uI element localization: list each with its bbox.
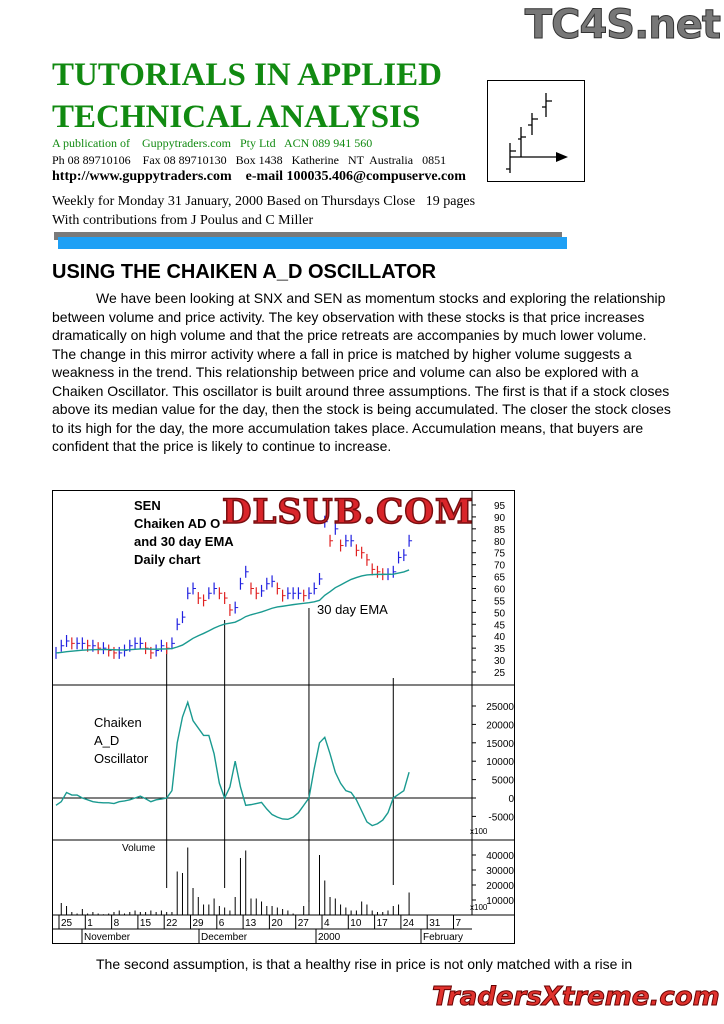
date-tick-label: 13: [245, 918, 257, 929]
price-tick-label: 30: [494, 656, 506, 667]
web-email-line[interactable]: http://www.guppytraders.com e-mail 10003…: [52, 169, 466, 184]
multiplier-label: x100: [470, 827, 488, 836]
publisher-line: A publication of Guppytraders.com Pty Lt…: [52, 136, 373, 150]
price-tick-label: 25: [494, 668, 506, 679]
contact-line: Ph 08 89710106 Fax 08 89710130 Box 1438 …: [52, 153, 447, 167]
divider-shadow: [54, 232, 562, 240]
date-tick-label: 10: [350, 918, 362, 929]
date-tick-label: 6: [219, 918, 225, 929]
month-label: November: [84, 932, 131, 943]
price-tick-label: 85: [494, 525, 506, 536]
date-tick-label: 24: [403, 918, 415, 929]
price-tick-label: 90: [494, 513, 506, 524]
oscillator-tick-label: 20000: [486, 720, 514, 731]
contributions-line: With contributions from J Poulus and C M…: [52, 213, 314, 228]
price-tick-label: 70: [494, 561, 506, 572]
chart-title-line: Daily chart: [134, 552, 201, 567]
step-chart-logo-icon: [506, 93, 568, 173]
ema-line: [55, 569, 410, 654]
oscillator-label-line: Oscillator: [94, 751, 149, 766]
date-tick-label: 25: [61, 918, 73, 929]
month-label: December: [201, 932, 248, 943]
ema-label: 30 day EMA: [317, 602, 388, 617]
oscillator-tick-label: 0: [508, 794, 514, 805]
oscillator-tick-label: 15000: [486, 739, 514, 750]
month-label: 2000: [318, 932, 341, 943]
price-tick-label: 80: [494, 537, 506, 548]
date-tick-label: 31: [429, 918, 441, 929]
price-tick-label: 75: [494, 549, 506, 560]
price-tick-label: 95: [494, 501, 506, 512]
oscillator-label-line: A_D: [94, 733, 119, 748]
article-heading: USING THE CHAIKEN A_D OSCILLATOR: [52, 261, 437, 283]
date-tick-label: 22: [166, 918, 178, 929]
volume-tick-label: 10000: [486, 896, 514, 907]
month-label: February: [423, 932, 463, 943]
oscillator-tick-label: -5000: [488, 812, 514, 823]
date-tick-label: 17: [377, 918, 389, 929]
oscillator-tick-label: 25000: [486, 702, 514, 713]
issue-line: Weekly for Monday 31 January, 2000 Based…: [52, 194, 476, 209]
price-tick-label: 35: [494, 644, 506, 655]
title-line-1: TUTORIALS IN APPLIED: [52, 57, 442, 93]
publication-title: TUTORIALS IN APPLIED TECHNICAL ANALYSIS: [52, 54, 442, 138]
volume-tick-label: 20000: [486, 881, 514, 892]
tc4s-watermark: TC4S.net: [524, 2, 721, 49]
date-tick-label: 15: [140, 918, 152, 929]
volume-label: Volume: [122, 843, 156, 854]
chart-frame: [52, 490, 515, 944]
multiplier-label: x100: [470, 903, 488, 912]
oscillator-tick-label: 5000: [492, 776, 515, 787]
article-paragraph-2: The second assumption, is that a healthy…: [96, 956, 633, 972]
dlsub-watermark: DLSUB.COM: [221, 491, 474, 533]
chart-title-line: Chaiken AD O: [134, 516, 220, 531]
date-tick-label: 7: [456, 918, 462, 929]
oscillator-label-line: Chaiken: [94, 715, 142, 730]
chart-title-line: and 30 day EMA: [134, 534, 234, 549]
date-tick-label: 27: [298, 918, 310, 929]
date-tick-label: 4: [324, 918, 330, 929]
chart-title-line: SEN: [134, 498, 161, 513]
date-tick-label: 20: [271, 918, 283, 929]
title-line-2: TECHNICAL ANALYSIS: [52, 99, 421, 135]
price-tick-label: 45: [494, 620, 506, 631]
date-tick-label: 29: [193, 918, 205, 929]
step-chart-logo: [487, 80, 585, 182]
price-tick-label: 65: [494, 573, 506, 584]
tradersxtreme-watermark: TradersXtreme.com: [432, 982, 721, 1013]
price-tick-label: 40: [494, 632, 506, 643]
oscillator-tick-label: 10000: [486, 757, 514, 768]
article-paragraph: We have been looking at SNX and SEN as m…: [52, 290, 671, 454]
price-tick-label: 60: [494, 584, 506, 595]
divider-bar: [58, 237, 567, 249]
volume-tick-label: 30000: [486, 866, 514, 877]
volume-tick-label: 40000: [486, 851, 514, 862]
sen-chart: 9590858075706560555045403530252500020000…: [52, 490, 515, 944]
date-tick-label: 8: [114, 918, 120, 929]
price-tick-label: 50: [494, 608, 506, 619]
price-tick-label: 55: [494, 596, 506, 607]
date-tick-label: 1: [87, 918, 93, 929]
oscillator-line: [55, 700, 410, 827]
